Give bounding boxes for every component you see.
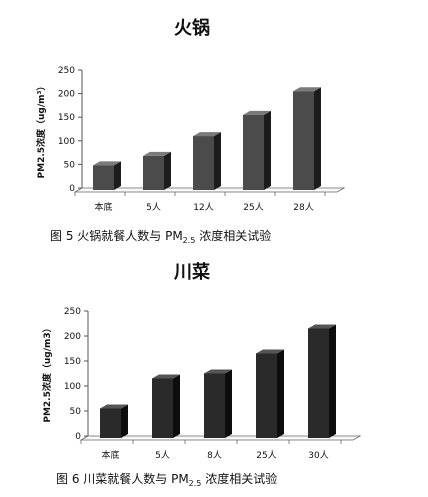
bar-top <box>204 369 232 374</box>
bar-side <box>329 324 336 438</box>
bar-side <box>214 132 221 190</box>
hotpot-chart: 火锅 0 50 100 150 200 250 本底 5人 12人 25人 28人 PM2.5浓度（u… <box>35 17 346 245</box>
x-tick-label: 本底 <box>101 449 119 461</box>
bar-top <box>93 161 121 166</box>
y-tick-label: 0 <box>75 432 81 442</box>
bar-side <box>314 87 321 190</box>
chart-caption: 图 5 火锅就餐人数与 PM2.5 浓度相关试验 <box>50 228 271 245</box>
y-axis-label: PM2.5浓度（ug/m3） <box>41 323 53 422</box>
x-tick-label: 5人 <box>155 450 170 461</box>
bar <box>256 353 277 438</box>
bar <box>152 378 173 438</box>
y-tick-label: 50 <box>70 407 82 417</box>
bar-top <box>243 110 271 115</box>
y-tick-label: 0 <box>69 184 75 194</box>
bar-side <box>225 369 232 438</box>
y-tick-label: 150 <box>64 357 81 367</box>
y-tick-label: 100 <box>64 382 81 392</box>
bar <box>243 114 264 190</box>
bar <box>193 136 214 190</box>
bar-top <box>100 404 128 409</box>
y-tick-label: 200 <box>64 332 81 342</box>
bar <box>204 373 225 438</box>
bar-top <box>256 349 284 354</box>
x-tick-label: 25人 <box>256 450 276 461</box>
bar-side <box>264 110 271 190</box>
x-tick-label: 5人 <box>146 202 161 213</box>
x-tick-label: 25人 <box>243 202 263 213</box>
x-tick-label: 28人 <box>293 202 313 213</box>
chart-title: 川菜 <box>173 262 210 283</box>
bar-side <box>173 374 180 438</box>
x-tick-label: 8人 <box>207 450 222 461</box>
y-tick-label: 250 <box>64 307 81 317</box>
y-tick-label: 200 <box>58 90 75 100</box>
y-tick-label: 100 <box>58 137 75 147</box>
bar <box>143 155 164 190</box>
bar <box>308 328 329 438</box>
x-tick-label: 12人 <box>193 202 213 213</box>
bar-side <box>164 151 171 190</box>
y-axis-label: PM2.5浓度（ug/m³） <box>35 82 47 179</box>
y-tick-label: 50 <box>64 160 76 170</box>
bar <box>293 91 314 190</box>
sichuan-chart: 川菜 0 50 100 150 200 250 本底 5人 8人 25人 30人 PM2.5浓度（ug… <box>41 262 362 488</box>
y-tick-label: 150 <box>58 113 75 123</box>
bar-top <box>152 374 180 379</box>
bar-top <box>193 132 221 137</box>
bar <box>93 165 114 190</box>
bar <box>100 408 121 438</box>
bar-side <box>121 404 128 438</box>
chart-title: 火锅 <box>174 17 210 39</box>
x-tick-label: 30人 <box>308 450 328 461</box>
y-tick-label: 250 <box>58 66 75 76</box>
bar-top <box>308 324 336 329</box>
bar-side <box>277 349 284 438</box>
chart-caption: 图 6 川菜就餐人数与 PM2.5 浓度相关试验 <box>56 471 277 488</box>
bar-side <box>114 161 121 190</box>
x-tick-label: 本底 <box>94 201 112 213</box>
bar-top <box>293 87 321 92</box>
bar-top <box>143 151 171 156</box>
